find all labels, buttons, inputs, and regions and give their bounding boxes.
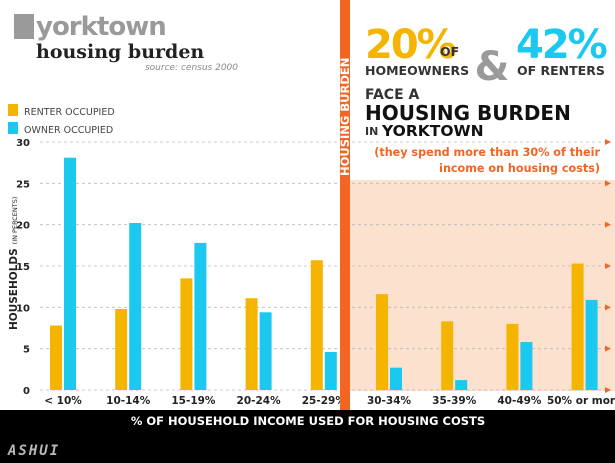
brand-name: yorktown: [36, 12, 166, 42]
bar-owner: [455, 380, 468, 390]
bar-owner: [390, 367, 402, 390]
legend-swatch-owner: [8, 122, 18, 134]
y-tick-label: 0: [23, 386, 30, 397]
x-tick-label: 50% or more: [547, 395, 615, 407]
x-tick-label: 30-34%: [367, 395, 412, 407]
y-axis-ticks: 0 5 10 15 20 25 30: [16, 138, 30, 397]
in-label: IN: [365, 125, 378, 138]
renters-percent: 42%: [516, 22, 607, 68]
grid-arrowhead: [605, 180, 611, 187]
x-tick-label: 15-19%: [171, 395, 216, 407]
x-tick-label: < 10%: [44, 395, 82, 407]
ampersand: &: [475, 44, 510, 90]
bar-renter: [506, 323, 519, 390]
brand-block: [14, 14, 34, 39]
bar-owner: [324, 351, 337, 390]
burden-note-line2: income on housing costs): [439, 162, 600, 175]
bar-owner: [194, 242, 207, 390]
grid-arrowhead: [605, 221, 611, 228]
bar-owner: [520, 342, 533, 390]
y-tick-label: 30: [16, 138, 30, 149]
x-axis-title-bar: [0, 410, 615, 463]
y-tick-label: 25: [16, 179, 30, 190]
housing-burden-headline: HOUSING BURDEN: [365, 101, 571, 125]
bar-renter: [245, 298, 258, 390]
x-axis-labels: < 10% 10-14% 15-19% 20-24% 25-29% 30-34% 35-39…: [44, 395, 615, 407]
bar-owner: [585, 299, 598, 390]
x-tick-label: 20-24%: [237, 395, 282, 407]
bar-owner: [129, 223, 142, 390]
grid-arrowhead: [605, 263, 611, 269]
bar-renter: [571, 263, 584, 390]
x-tick-label: 10-14%: [106, 395, 151, 407]
y-axis-title-main: HOUSEHOLDS: [8, 248, 20, 330]
grid-arrowhead: [605, 304, 611, 311]
bar-renter: [180, 278, 193, 390]
bar-renter: [441, 321, 454, 390]
bars: [50, 157, 598, 390]
grid-arrowhead: [605, 139, 611, 145]
legend-swatch-renter: [8, 104, 18, 116]
housing-burden-vertical-label: HOUSING BURDEN: [338, 58, 352, 176]
y-axis-title: HOUSEHOLDS (IN PERCENTS): [8, 197, 20, 330]
renters-label: OF RENTERS: [517, 63, 605, 78]
x-axis-title: % OF HOUSEHOLD INCOME USED FOR HOUSING C…: [131, 414, 485, 428]
bar-owner: [259, 312, 272, 390]
legend-label-renter: RENTER OCCUPIED: [24, 107, 115, 118]
grid-arrowhead: [605, 345, 611, 352]
bar-renter: [50, 325, 62, 390]
watermark-logo: ASHUI: [7, 443, 60, 459]
bar-owner: [64, 157, 76, 390]
y-tick-label: 20: [16, 221, 30, 232]
housing-burden-region: [350, 180, 615, 391]
bar-renter: [115, 308, 128, 390]
bar-renter: [310, 260, 323, 390]
town-label: YORKTOWN: [381, 122, 484, 140]
y-axis-title-unit: (IN PERCENTS): [11, 197, 19, 245]
of-label-1: OF: [440, 44, 459, 59]
face-a-label: FACE A: [365, 87, 420, 103]
x-tick-label: 35-39%: [432, 395, 477, 407]
x-tick-label: 25-29%: [302, 395, 347, 407]
y-tick-label: 10: [16, 303, 30, 314]
y-tick-label: 5: [23, 345, 30, 356]
bar-renter: [376, 294, 388, 390]
grid-arrows: [605, 139, 611, 393]
homeowners-percent: 20%: [365, 22, 456, 68]
homeowners-label: HOMEOWNERS: [365, 63, 469, 78]
burden-note-line1: (they spend more than 30% of their: [374, 146, 600, 159]
housing-burden-divider: [340, 0, 350, 410]
y-tick-label: 15: [16, 262, 30, 273]
x-tick-label: 40-49%: [497, 395, 542, 407]
chart-title: housing burden: [36, 41, 204, 63]
legend-label-owner: OWNER OCCUPIED: [24, 125, 113, 136]
source-note: source: census 2000: [145, 63, 238, 73]
grid-arrowhead: [605, 387, 611, 393]
